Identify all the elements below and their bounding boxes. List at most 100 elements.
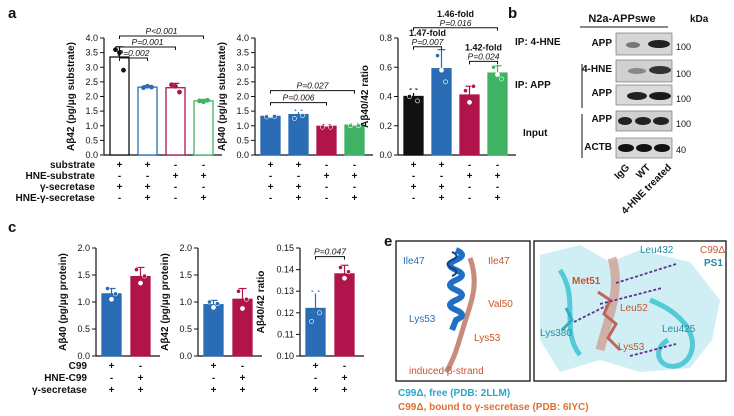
- condition-sign: -: [202, 160, 205, 171]
- panel-label-b: b: [508, 5, 517, 22]
- blot-band-label: APP: [591, 88, 612, 99]
- data-point: [328, 124, 333, 130]
- structure-right: Leu432 C99Δ PS1 Met51 Leu52 Lys380 Leu42…: [533, 240, 727, 382]
- bar: [288, 113, 309, 156]
- significance-bracket: [270, 102, 327, 106]
- fold-change-label: 1.42-fold: [465, 42, 502, 52]
- fold-change-label: 1.46-fold: [437, 9, 474, 19]
- blot-band: [649, 92, 671, 100]
- condition-sign: +: [145, 182, 151, 193]
- helix: [447, 247, 465, 332]
- data-point: [236, 288, 241, 294]
- data-point: [207, 299, 212, 305]
- data-point: [324, 121, 329, 127]
- condition-sign: +: [240, 385, 246, 396]
- y-tick-label: 0.15: [276, 243, 294, 253]
- bar: [344, 124, 365, 156]
- significance-bracket: [119, 46, 176, 50]
- condition-sign: -: [325, 193, 328, 204]
- condition-sign: +: [109, 385, 115, 396]
- condition-sign: +: [495, 193, 501, 204]
- data-point: [240, 306, 245, 311]
- bar: [109, 56, 130, 156]
- y-tick-label: 0.10: [276, 351, 294, 361]
- data-point: [415, 98, 420, 104]
- condition-sign: +: [109, 361, 115, 372]
- blot-marker: 100: [676, 94, 691, 104]
- data-point: [300, 113, 305, 118]
- blot-band-label: 4-HNE: [582, 64, 612, 75]
- y-tick-label: 2.0: [179, 243, 192, 253]
- y-tick-label: 0.5: [85, 135, 98, 145]
- condition-sign: -: [139, 361, 142, 372]
- data-point: [117, 50, 122, 56]
- label-met51: Met51: [572, 276, 601, 287]
- y-tick-label: 0.5: [179, 324, 192, 334]
- y-tick-label: 0.14: [276, 265, 294, 275]
- y-tick-label: 1.5: [179, 270, 192, 280]
- c99-sticks: [597, 290, 622, 352]
- label-lys53-free: Lys53: [409, 314, 436, 325]
- condition-sign: +: [411, 160, 417, 171]
- significance-bracket: [413, 46, 442, 50]
- condition-sign: -: [241, 361, 244, 372]
- condition-sign: -: [468, 193, 471, 204]
- label-ile47-bound: Ile47: [488, 256, 510, 267]
- condition-sign: -: [297, 171, 300, 182]
- condition-label: HNE-substrate: [26, 171, 96, 182]
- data-point: [495, 72, 500, 77]
- condition-sign: +: [467, 171, 473, 182]
- p-value-label: P=0.007: [412, 37, 444, 47]
- bar: [403, 95, 424, 156]
- condition-sign: -: [269, 193, 272, 204]
- c99-strand: [595, 256, 620, 352]
- label-val50: Val50: [488, 299, 513, 310]
- data-point: [352, 121, 357, 126]
- chart-ratio-substrate: 0.0 0.2 0.4 0.6 0.8 Aβ40/42 ratio P=0.0161.46-…: [360, 9, 516, 204]
- condition-sign: -: [269, 171, 272, 182]
- significance-bracket: [315, 256, 345, 260]
- data-point: [292, 116, 297, 121]
- data-point: [134, 267, 139, 272]
- blot-title: N2a-APPswe: [588, 13, 655, 25]
- y-axis-label: Aβ40/42 ratio: [256, 271, 267, 334]
- p-value-label: P=0.024: [468, 51, 500, 61]
- condition-sign: +: [439, 182, 445, 193]
- data-point: [177, 89, 182, 95]
- condition-sign: -: [325, 182, 328, 193]
- condition-sign: +: [352, 193, 358, 204]
- panel-label-a: a: [8, 5, 17, 22]
- blot-band-label: APP: [591, 114, 612, 125]
- p-value-label: P<0.001: [146, 26, 178, 36]
- chart-ratio-protein: 0.10 0.11 0.12 0.13 0.14 0.15 Aβ40/42 ratio P=0…: [256, 243, 364, 396]
- blot-band: [648, 40, 670, 48]
- y-tick-label: 0.5: [77, 324, 90, 334]
- y-tick-label: 0.0: [85, 150, 98, 160]
- condition-sign: -: [118, 193, 121, 204]
- data-point: [272, 113, 277, 119]
- data-point: [113, 291, 118, 297]
- data-point: [356, 123, 361, 129]
- label-ps1: PS1: [704, 258, 723, 269]
- data-point: [463, 88, 468, 94]
- blot-band: [636, 144, 652, 152]
- condition-sign: +: [117, 182, 123, 193]
- blot-band: [649, 66, 671, 74]
- data-point: [113, 47, 118, 53]
- condition-sign: +: [352, 171, 358, 182]
- data-point: [142, 273, 147, 279]
- label-leu432: Leu432: [640, 245, 674, 256]
- condition-sign: -: [174, 160, 177, 171]
- y-tick-label: 0.12: [276, 308, 294, 318]
- y-tick-label: 3.0: [236, 62, 249, 72]
- data-point: [342, 275, 347, 281]
- label-induced-strand: induced β-strand: [409, 366, 484, 377]
- y-axis-label: Aβ42 (pg/μg substrate): [66, 42, 77, 151]
- condition-sign: +: [411, 182, 417, 193]
- data-point: [313, 288, 318, 294]
- significance-bracket: [119, 57, 148, 61]
- blot-unit: kDa: [690, 14, 709, 25]
- p-value-label: P=0.001: [132, 37, 164, 47]
- data-point: [317, 310, 322, 316]
- condition-sign: +: [145, 193, 151, 204]
